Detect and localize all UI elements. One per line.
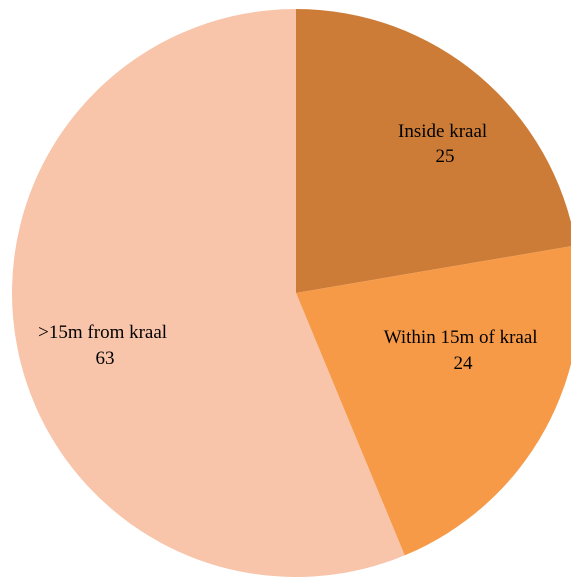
slice-name-within-15m: Within 15m of kraal bbox=[384, 327, 538, 348]
slice-value-within-15m: 24 bbox=[454, 353, 474, 374]
slice-label-over-15m: >15m from kraal 63 bbox=[38, 322, 172, 369]
pie-labels: Inside kraal 25 Within 15m of kraal 24 >… bbox=[38, 121, 543, 374]
slice-value-over-15m: 63 bbox=[96, 348, 115, 369]
pie-slices bbox=[11, 8, 571, 577]
slice-value-inside-kraal: 25 bbox=[436, 146, 455, 167]
pie-slice-2 bbox=[11, 8, 405, 577]
slice-label-inside-kraal: Inside kraal 25 bbox=[398, 121, 492, 167]
pie-slice-0 bbox=[296, 9, 571, 293]
slice-name-over-15m: >15m from kraal bbox=[38, 322, 167, 343]
slice-name-inside-kraal: Inside kraal bbox=[398, 121, 487, 142]
pie-slice-1 bbox=[296, 246, 571, 556]
slice-label-within-15m: Within 15m of kraal 24 bbox=[384, 327, 543, 374]
